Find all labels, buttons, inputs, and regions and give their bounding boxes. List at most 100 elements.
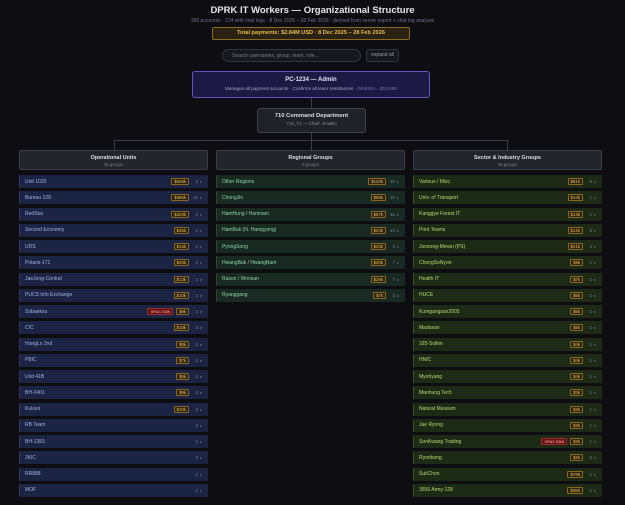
- expand-arrow-icon[interactable]: ▸: [397, 276, 400, 282]
- expand-arrow-icon[interactable]: ▸: [594, 357, 597, 363]
- group-row[interactable]: Health IT $7k 1 ▸: [413, 272, 602, 286]
- group-row[interactable]: 3556 Army-128 $350 1 ▸: [413, 483, 602, 497]
- group-row[interactable]: MOF 1 ▸: [19, 483, 208, 497]
- group-row[interactable]: Jonsong-Moran (PS) $41k 2 ▸: [413, 240, 602, 253]
- expand-arrow-icon[interactable]: ▸: [594, 406, 597, 412]
- group-row[interactable]: Natural Museum $3k 1 ▸: [413, 402, 602, 416]
- expand-arrow-icon[interactable]: ▸: [594, 227, 597, 233]
- expand-arrow-icon[interactable]: ▸: [594, 374, 597, 379]
- group-row[interactable]: Sobaeksu OFAC SDN $9k 1 ▸: [19, 305, 208, 318]
- group-row[interactable]: HwangBuk / HwangNam $30k 7 ▸: [216, 256, 405, 270]
- group-row[interactable]: HamBuk (N. Hamgyong) $34k 14 ▸: [216, 223, 405, 237]
- expand-arrow-icon[interactable]: ▸: [397, 179, 400, 184]
- group-row[interactable]: RB Team 2 ▸: [19, 418, 208, 432]
- group-row[interactable]: Kanggye Forest IT $13k 1 ▸: [413, 207, 602, 221]
- expand-arrow-icon[interactable]: ▸: [200, 276, 203, 282]
- group-row[interactable]: Kuksoi $10k 2 ▸: [19, 402, 208, 416]
- group-row[interactable]: Various / Misc. $61k 6 ▸: [413, 175, 602, 188]
- group-row[interactable]: Bureau 128 $386k 16 ▸: [19, 191, 208, 205]
- group-row[interactable]: HongLo 2nd $8k 1 ▸: [19, 337, 208, 351]
- expand-arrow-icon[interactable]: ▸: [594, 309, 597, 314]
- expand-arrow-icon[interactable]: ▸: [397, 292, 400, 298]
- group-row[interactable]: Print Teams $12k 5 ▸: [413, 223, 602, 237]
- group-row[interactable]: HNIC $4k 1 ▸: [413, 353, 602, 367]
- expand-arrow-icon[interactable]: ▸: [200, 390, 203, 396]
- expand-arrow-icon[interactable]: ▸: [594, 341, 597, 347]
- group-row[interactable]: JaeJong-Central $13k 1 ▸: [19, 272, 208, 286]
- group-row[interactable]: SonKwang Trading OFAC SDN $3k 1 ▸: [413, 435, 602, 448]
- group-row[interactable]: PyongSong $33k 4 ▸: [216, 240, 405, 253]
- expand-arrow-icon[interactable]: ▸: [397, 227, 400, 233]
- expand-arrow-icon[interactable]: ▸: [200, 357, 203, 363]
- group-row[interactable]: RR888 1 ▸: [19, 467, 208, 481]
- expand-arrow-icon[interactable]: ▸: [200, 406, 203, 412]
- expand-arrow-icon[interactable]: ▸: [594, 179, 597, 184]
- expand-arrow-icon[interactable]: ▸: [200, 211, 203, 217]
- expand-arrow-icon[interactable]: ▸: [200, 471, 203, 477]
- column-header[interactable]: Regional Groups 8 groups: [216, 150, 405, 170]
- group-row[interactable]: Other Regions $120k 10 ▸: [216, 175, 405, 188]
- admin-node[interactable]: PC-1234 — Admin Manages all payment acco…: [192, 71, 430, 98]
- expand-arrow-icon[interactable]: ▸: [200, 422, 203, 428]
- expand-arrow-icon[interactable]: ▸: [594, 487, 597, 493]
- expand-arrow-icon[interactable]: ▸: [200, 195, 203, 201]
- search-input[interactable]: [222, 49, 361, 62]
- group-row[interactable]: Unit 1020 $928k 2 ▸: [19, 175, 208, 188]
- expand-arrow-icon[interactable]: ▸: [594, 422, 597, 428]
- group-row[interactable]: ChongJin $65k 10 ▸: [216, 191, 405, 205]
- expand-arrow-icon[interactable]: ▸: [200, 455, 203, 461]
- department-node[interactable]: 710 Command Department 710_TJ — Chief, J…: [257, 108, 366, 133]
- expand-arrow-icon[interactable]: ▸: [200, 325, 203, 331]
- expand-arrow-icon[interactable]: ▸: [594, 390, 597, 396]
- group-row[interactable]: ChongSoNyon $9k 1 ▸: [413, 256, 602, 270]
- group-row[interactable]: Myohyang $4k 1 ▸: [413, 370, 602, 383]
- expand-arrow-icon[interactable]: ▸: [594, 455, 597, 461]
- expand-arrow-icon[interactable]: ▸: [594, 471, 597, 477]
- group-row[interactable]: BH-2401 $9k 2 ▸: [19, 386, 208, 400]
- group-row[interactable]: BH-1383 1 ▸: [19, 435, 208, 448]
- expand-arrow-icon[interactable]: ▸: [594, 439, 597, 444]
- expand-arrow-icon[interactable]: ▸: [200, 487, 203, 493]
- expand-all-button[interactable]: expand all: [366, 49, 399, 62]
- expand-arrow-icon[interactable]: ▸: [594, 292, 597, 298]
- expand-arrow-icon[interactable]: ▸: [200, 244, 203, 249]
- group-row[interactable]: HamHung / Hamnam $67k 11 ▸: [216, 207, 405, 221]
- column-header[interactable]: Sector & Industry Groups 35 groups: [413, 150, 602, 170]
- expand-arrow-icon[interactable]: ▸: [397, 211, 400, 217]
- expand-arrow-icon[interactable]: ▸: [200, 260, 203, 266]
- column-header[interactable]: Operational Units 35 groups: [19, 150, 208, 170]
- expand-arrow-icon[interactable]: ▸: [200, 309, 203, 314]
- group-row[interactable]: Madusan $5k 1 ▸: [413, 321, 602, 335]
- group-row[interactable]: PBIC $7k 1 ▸: [19, 353, 208, 367]
- expand-arrow-icon[interactable]: ▸: [594, 244, 597, 249]
- group-row[interactable]: Ryonbong $2k 2 ▸: [413, 451, 602, 465]
- expand-arrow-icon[interactable]: ▸: [200, 439, 203, 444]
- group-row[interactable]: Kumgangsan2005 $6k 1 ▸: [413, 305, 602, 318]
- group-row[interactable]: UDS $16k 1 ▸: [19, 240, 208, 253]
- expand-arrow-icon[interactable]: ▸: [397, 244, 400, 249]
- expand-arrow-icon[interactable]: ▸: [594, 211, 597, 217]
- expand-arrow-icon[interactable]: ▸: [200, 292, 203, 298]
- expand-arrow-icon[interactable]: ▸: [594, 325, 597, 331]
- expand-arrow-icon[interactable]: ▸: [594, 195, 597, 201]
- expand-arrow-icon[interactable]: ▸: [397, 195, 400, 201]
- group-row[interactable]: Manhung Tech $3k 1 ▸: [413, 386, 602, 400]
- group-row[interactable]: HUCE $6k 1 ▸: [413, 288, 602, 302]
- group-row[interactable]: CIC $18k 3 ▸: [19, 321, 208, 335]
- expand-arrow-icon[interactable]: ▸: [594, 276, 597, 282]
- expand-arrow-icon[interactable]: ▸: [397, 260, 400, 266]
- group-row[interactable]: Ryanggang $7k 2 ▸: [216, 288, 405, 302]
- expand-arrow-icon[interactable]: ▸: [200, 341, 203, 347]
- group-row[interactable]: Univ. of Transport $14k 1 ▸: [413, 191, 602, 205]
- group-row[interactable]: RedStar $323k 2 ▸: [19, 207, 208, 221]
- expand-arrow-icon[interactable]: ▸: [200, 227, 203, 233]
- group-row[interactable]: Jae Ryong $3k 1 ▸: [413, 418, 602, 432]
- group-row[interactable]: Rason / Wonsan $26k 7 ▸: [216, 272, 405, 286]
- expand-arrow-icon[interactable]: ▸: [200, 374, 203, 379]
- group-row[interactable]: 325-Sollim $4k 1 ▸: [413, 337, 602, 351]
- group-row[interactable]: Second Economy $35k 1 ▸: [19, 223, 208, 237]
- group-row[interactable]: Polaris-171 $20k 2 ▸: [19, 256, 208, 270]
- group-row[interactable]: SukChon $799 1 ▸: [413, 467, 602, 481]
- group-row[interactable]: JKIC 3 ▸: [19, 451, 208, 465]
- expand-arrow-icon[interactable]: ▸: [594, 260, 597, 266]
